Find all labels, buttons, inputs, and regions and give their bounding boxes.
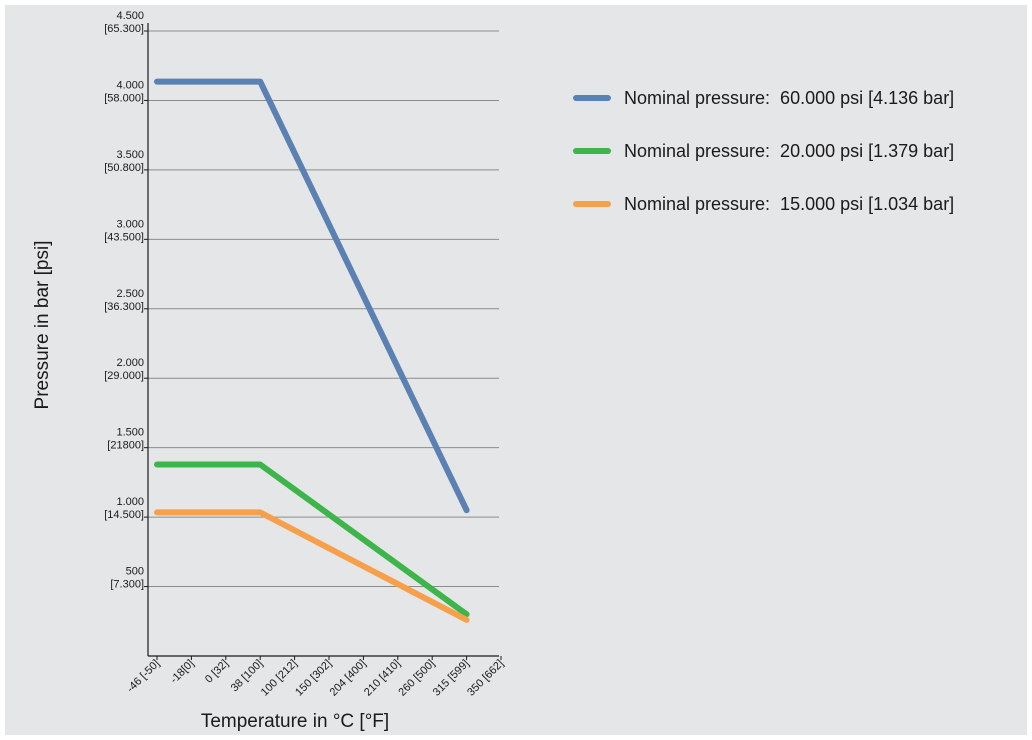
x-tick-label: -46 [-50] — [125, 658, 162, 695]
x-tick-label: 350 [662] — [465, 658, 506, 699]
x-axis-ticks: -46 [-50] -18[0] 0 [32]38 [100]100 [212]15… — [125, 656, 506, 699]
y-tick-label: 1.500 — [116, 427, 144, 439]
y-tick-label: [14.500] — [104, 509, 144, 521]
x-tick-label: 100 [212] — [259, 658, 300, 699]
pressure-temperature-chart: 500[7.300] 1.000[14.500] 1.500[21800] 2.000… — [32, 10, 506, 732]
y-axis-label: Pressure in bar [psi] — [32, 241, 53, 410]
legend-item: Nominal pressure: 20.000 psi [1.379 bar] — [573, 138, 954, 164]
x-tick-label: 260 [500] — [396, 658, 437, 699]
x-axis-label: Temperature in °C [°F] — [201, 711, 389, 732]
y-tick-label: 1.000 — [116, 496, 144, 508]
legend-label: Nominal pressure: 60.000 psi [4.136 bar] — [624, 87, 955, 108]
y-tick-label: 4.000 — [116, 79, 144, 91]
series-line — [154, 78, 470, 514]
y-tick-label: [7.300] — [110, 579, 144, 591]
y-tick-label: [65.300] — [104, 23, 144, 35]
legend-item: Nominal pressure: 15.000 psi [1.034 bar] — [573, 191, 954, 217]
x-tick-label: 315 [599] — [431, 658, 472, 699]
y-tick-label: [58.000] — [104, 92, 144, 104]
chart-panel: 500 [7.300] 1.000 [14.500] 1.500 [21800] 2.000… — [5, 5, 1027, 735]
grid-lines — [148, 30, 499, 588]
series-line — [154, 509, 470, 623]
y-tick-label: 2.500 — [116, 288, 144, 300]
y-tick-label: [50.800] — [104, 162, 144, 174]
y-tick-label: 3.500 — [116, 149, 144, 161]
x-tick-label: 210 [410] — [362, 658, 403, 699]
y-tick-label: [36.300] — [104, 301, 144, 313]
x-tick-label: -18[0] — [168, 658, 196, 686]
series-line — [154, 461, 470, 618]
x-tick-label: 204 [400] — [328, 658, 369, 699]
legend-label: Nominal pressure: 20.000 psi [1.379 bar] — [624, 140, 955, 161]
legend-swatch — [573, 95, 611, 101]
legend-swatch — [573, 201, 611, 207]
x-tick-label: 150 [302] — [293, 658, 334, 699]
y-tick-label: [21800] — [107, 440, 144, 452]
data-series — [154, 78, 470, 623]
y-tick-label: 3.000 — [116, 218, 144, 230]
x-tick-label: 0 [32] — [203, 658, 231, 686]
axes — [147, 23, 499, 657]
legend: Nominal pressure: 60.000 psi [4.136 bar]… — [573, 85, 954, 244]
y-tick-label: [43.500] — [104, 231, 144, 243]
y-axis-ticks: 500[7.300] 1.000[14.500] 1.500[21800] 2.000… — [104, 10, 148, 591]
legend-swatch — [573, 148, 611, 154]
legend-label: Nominal pressure: 15.000 psi [1.034 bar] — [624, 193, 955, 214]
y-tick-label: 4.500 — [116, 10, 144, 22]
y-tick-label: 500 — [126, 566, 144, 578]
legend-item: Nominal pressure: 60.000 psi [4.136 bar] — [573, 85, 954, 111]
y-tick-label: 2.000 — [116, 357, 144, 369]
y-tick-label: [29.000] — [104, 370, 144, 382]
